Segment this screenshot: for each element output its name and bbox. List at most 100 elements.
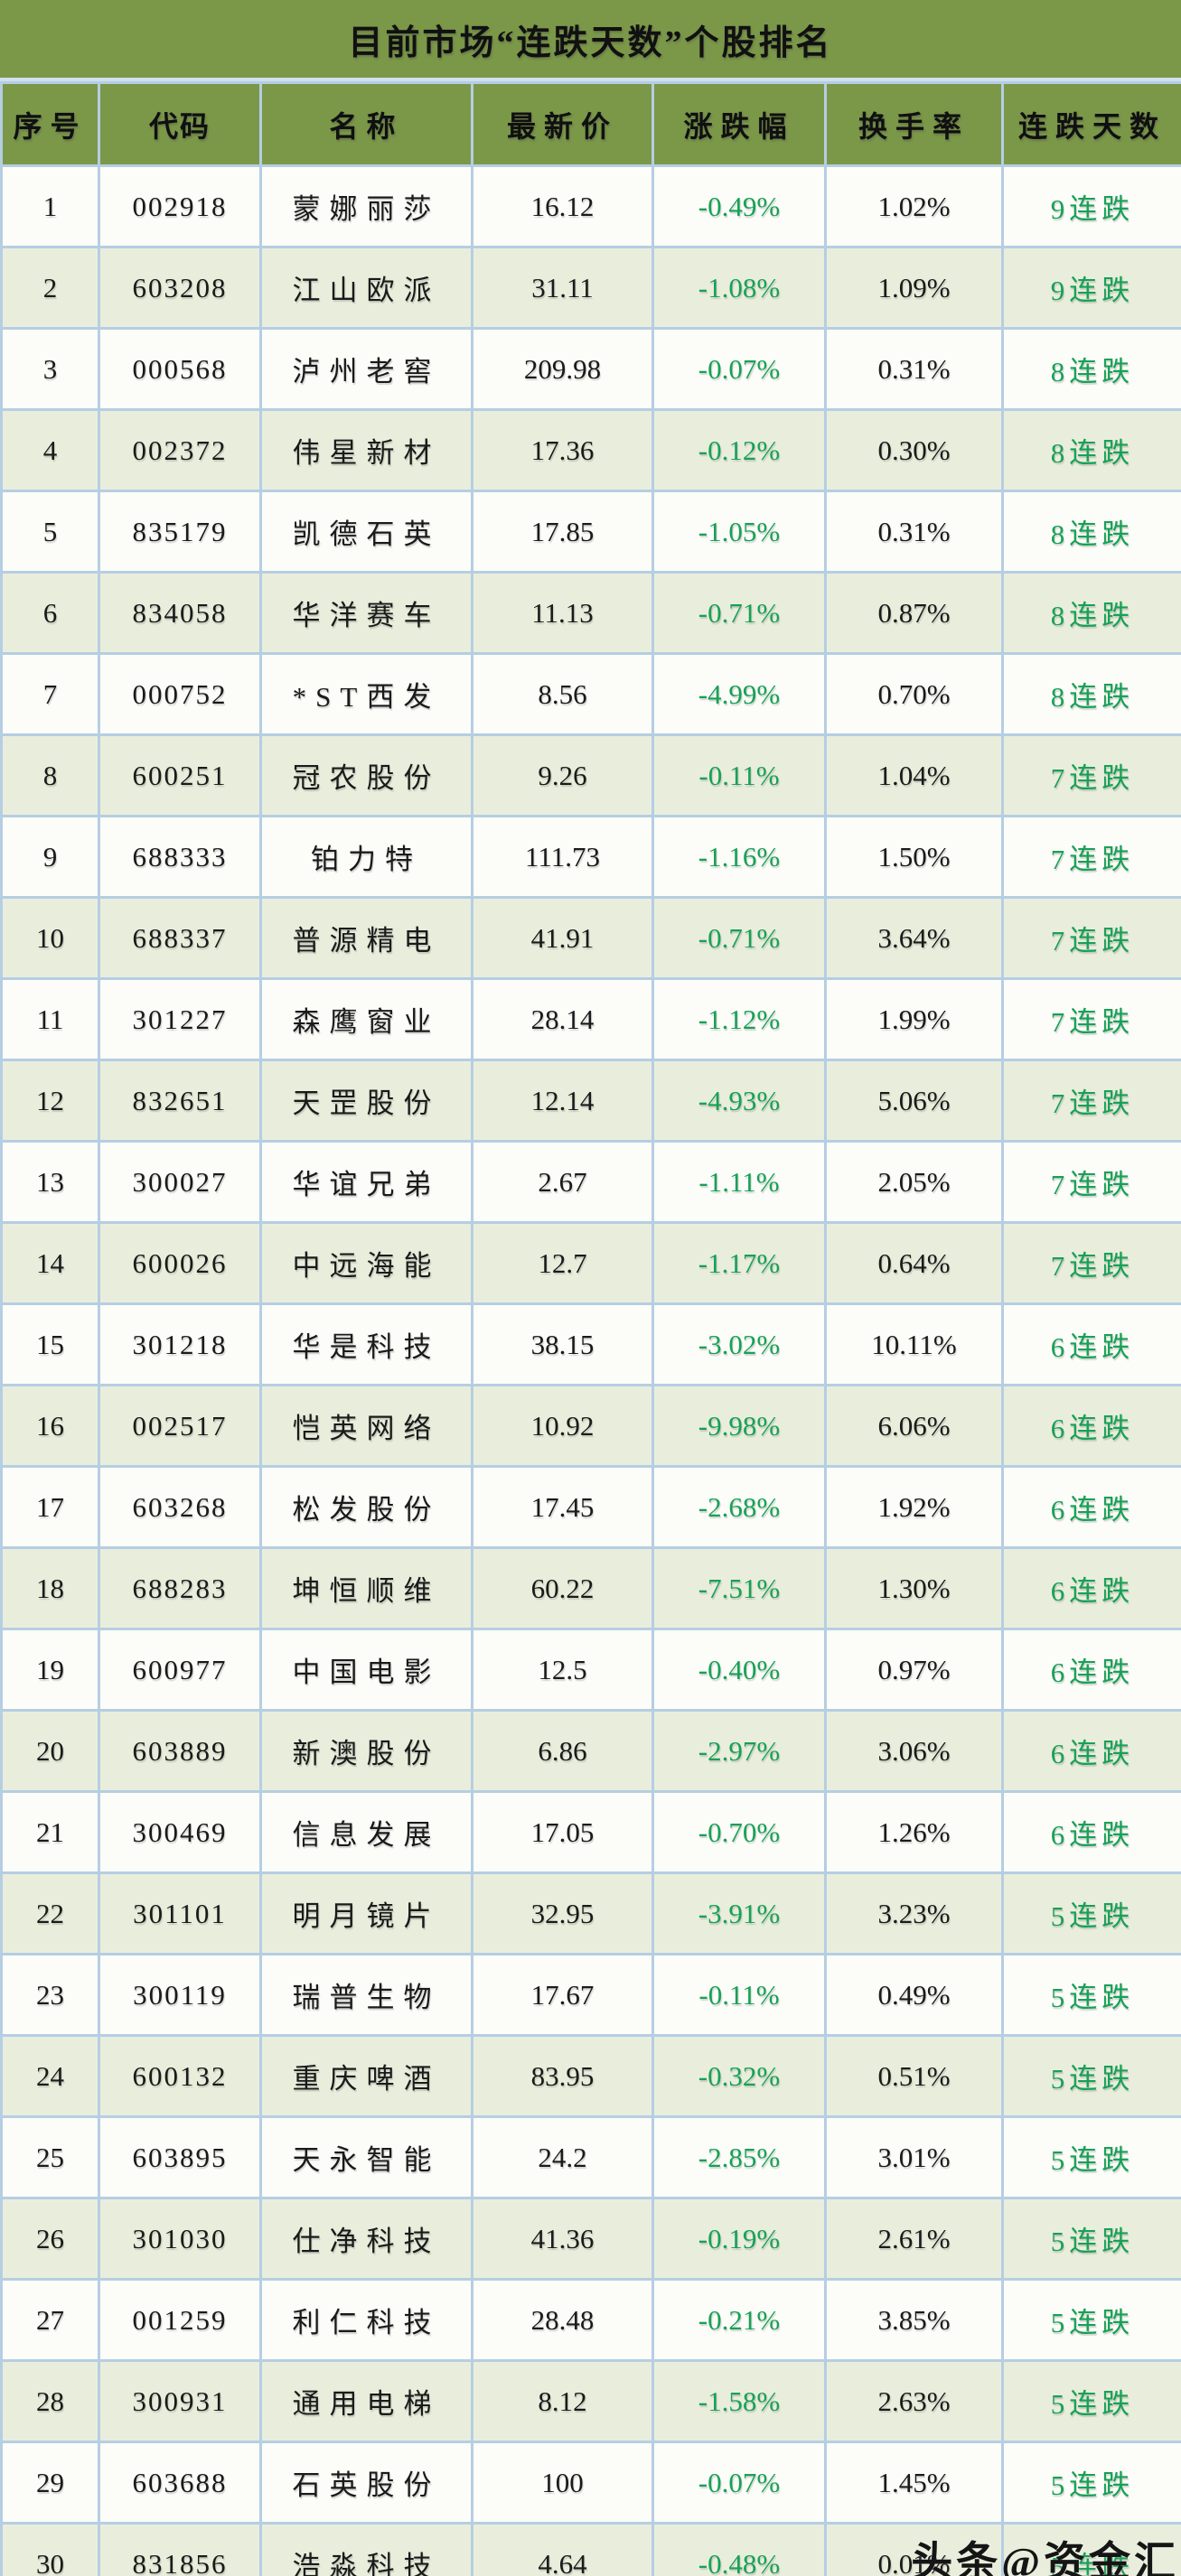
cell-code: 300469 [98,1790,262,1874]
cell-rank: 6 [0,571,100,655]
cell-name: 中远海能 [259,1221,473,1305]
cell-price: 17.85 [471,490,654,574]
cell-code: 688337 [98,896,262,980]
cell-turnover-rate: 3.64% [824,896,1004,980]
cell-name: 天罡股份 [259,1059,473,1143]
cell-name: 松发股份 [259,1465,473,1549]
cell-rank: 14 [0,1221,100,1305]
cell-price: 111.73 [471,815,654,899]
cell-rank: 1 [0,164,100,248]
cell-name: 恺英网络 [259,1384,473,1468]
cell-code: 603688 [98,2441,262,2525]
cell-streak-days: 7连跌 [1001,1059,1181,1143]
cell-code: 603268 [98,1465,262,1549]
cell-rank: 26 [0,2197,100,2281]
cell-name: 坤恒顺维 [259,1546,473,1630]
cell-turnover-rate: 0.70% [824,652,1004,736]
cell-rank: 3 [0,327,100,411]
cell-change-pct: -4.99% [651,652,827,736]
cell-name: 伟星新材 [259,408,473,492]
table-row: 17 603268 松发股份 17.45 -2.68% 1.92% 6连跌 [0,1465,1181,1549]
cell-code: 001259 [98,2278,262,2362]
table-row: 6 834058 华洋赛车 11.13 -0.71% 0.87% 8连跌 [0,571,1181,655]
cell-name: 普源精电 [259,896,473,980]
cell-rank: 25 [0,2115,100,2199]
decline-days-table: 序号 代码 名称 最新价 涨跌幅 换手率 连跌天数 1 002918 蒙娜丽莎 16.12 -0.4… [0,81,1181,2576]
cell-streak-days: 6连跌 [1001,1465,1181,1549]
cell-name: 中国电影 [259,1628,473,1712]
cell-turnover-rate: 1.99% [824,977,1004,1061]
table-row: 16 002517 恺英网络 10.92 -9.98% 6.06% 6连跌 [0,1384,1181,1468]
cell-turnover-rate: 1.45% [824,2441,1004,2525]
cell-rank: 24 [0,2034,100,2118]
cell-name: 利仁科技 [259,2278,473,2362]
cell-turnover-rate: 1.92% [824,1465,1004,1549]
cell-change-pct: -1.08% [651,246,827,330]
cell-streak-days: 5连跌 [1001,2441,1181,2525]
cell-rank: 17 [0,1465,100,1549]
table-row: 22 301101 明月镜片 32.95 -3.91% 3.23% 5连跌 [0,1871,1181,1955]
cell-rank: 11 [0,977,100,1061]
cell-name: 冠农股份 [259,733,473,817]
cell-turnover-rate: 0.87% [824,571,1004,655]
cell-change-pct: -3.91% [651,1871,827,1955]
cell-streak-days: 5连跌 [1001,2359,1181,2443]
cell-code: 301218 [98,1302,262,1386]
cell-turnover-rate: 3.23% [824,1871,1004,1955]
cell-code: 832651 [98,1059,262,1143]
cell-rank: 15 [0,1302,100,1386]
cell-rank: 29 [0,2441,100,2525]
cell-rank: 9 [0,815,100,899]
cell-code: 300027 [98,1140,262,1224]
cell-streak-days: 5连跌 [1001,2522,1181,2576]
cell-rank: 18 [0,1546,100,1630]
cell-name: 信息发展 [259,1790,473,1874]
cell-price: 17.05 [471,1790,654,1874]
cell-streak-days: 7连跌 [1001,1140,1181,1224]
table-row: 18 688283 坤恒顺维 60.22 -7.51% 1.30% 6连跌 [0,1546,1181,1630]
table-row: 27 001259 利仁科技 28.48 -0.21% 3.85% 5连跌 [0,2278,1181,2362]
cell-code: 835179 [98,490,262,574]
cell-streak-days: 7连跌 [1001,815,1181,899]
cell-change-pct: -3.02% [651,1302,827,1386]
cell-code: 301101 [98,1871,262,1955]
cell-code: 002372 [98,408,262,492]
page-title: 目前市场“连跌天数”个股排名 [0,0,1181,81]
cell-code: 000752 [98,652,262,736]
column-header-streak-days: 连跌天数 [1001,81,1181,167]
cell-change-pct: -7.51% [651,1546,827,1630]
cell-name: 重庆啤酒 [259,2034,473,2118]
cell-rank: 21 [0,1790,100,1874]
table-row: 9 688333 铂力特 111.73 -1.16% 1.50% 7连跌 [0,815,1181,899]
cell-rank: 2 [0,246,100,330]
cell-name: 蒙娜丽莎 [259,164,473,248]
cell-price: 31.11 [471,246,654,330]
cell-streak-days: 7连跌 [1001,733,1181,817]
cell-change-pct: -0.32% [651,2034,827,2118]
column-header-turnover-rate: 换手率 [824,81,1004,167]
cell-change-pct: -0.70% [651,1790,827,1874]
cell-code: 002918 [98,164,262,248]
cell-code: 688283 [98,1546,262,1630]
table-row: 8 600251 冠农股份 9.26 -0.11% 1.04% 7连跌 [0,733,1181,817]
table-row: 26 301030 仕净科技 41.36 -0.19% 2.61% 5连跌 [0,2197,1181,2281]
cell-change-pct: -1.16% [651,815,827,899]
cell-price: 17.36 [471,408,654,492]
table-body: 1 002918 蒙娜丽莎 16.12 -0.49% 1.02% 9连跌 2 603208 江山欧… [0,164,1181,2576]
cell-price: 209.98 [471,327,654,411]
cell-price: 83.95 [471,2034,654,2118]
cell-streak-days: 6连跌 [1001,1628,1181,1712]
cell-price: 38.15 [471,1302,654,1386]
cell-change-pct: -0.48% [651,2522,827,2576]
cell-code: 300119 [98,1953,262,2037]
cell-change-pct: -1.11% [651,1140,827,1224]
table-header-row: 序号 代码 名称 最新价 涨跌幅 换手率 连跌天数 [0,81,1181,167]
cell-code: 831856 [98,2522,262,2576]
cell-code: 600132 [98,2034,262,2118]
cell-streak-days: 6连跌 [1001,1709,1181,1793]
cell-turnover-rate: 10.11% [824,1302,1004,1386]
cell-code: 688333 [98,815,262,899]
cell-turnover-rate: 0.31% [824,490,1004,574]
cell-rank: 28 [0,2359,100,2443]
cell-price: 60.22 [471,1546,654,1630]
